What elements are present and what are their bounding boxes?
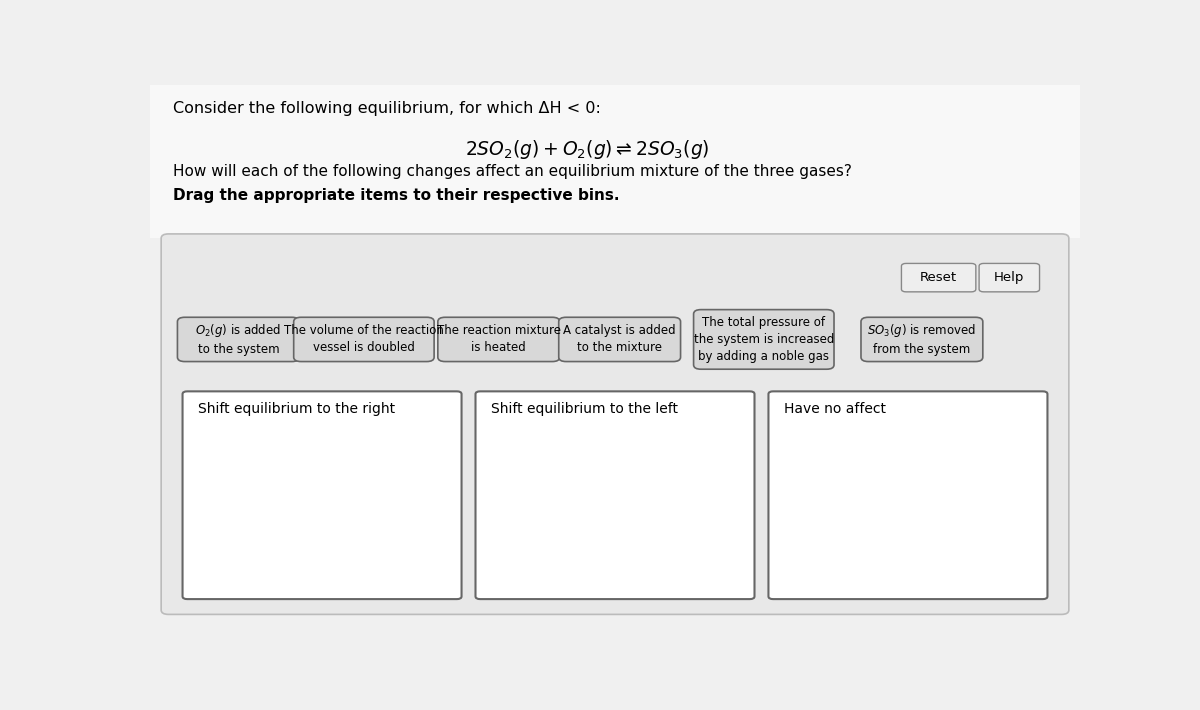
Text: The reaction mixture
is heated: The reaction mixture is heated: [437, 324, 560, 354]
Text: The volume of the reaction
vessel is doubled: The volume of the reaction vessel is dou…: [284, 324, 444, 354]
FancyBboxPatch shape: [294, 317, 434, 361]
FancyBboxPatch shape: [178, 317, 299, 361]
FancyBboxPatch shape: [182, 391, 462, 599]
Text: Have no affect: Have no affect: [785, 403, 887, 416]
FancyBboxPatch shape: [161, 234, 1069, 614]
FancyBboxPatch shape: [860, 317, 983, 361]
Text: Consider the following equilibrium, for which ΔH < 0:: Consider the following equilibrium, for …: [173, 101, 601, 116]
Text: Drag the appropriate items to their respective bins.: Drag the appropriate items to their resp…: [173, 188, 619, 203]
FancyBboxPatch shape: [901, 263, 976, 292]
Text: $O_2(g)$ is added
to the system: $O_2(g)$ is added to the system: [196, 322, 281, 356]
FancyBboxPatch shape: [979, 263, 1039, 292]
FancyBboxPatch shape: [438, 317, 559, 361]
FancyBboxPatch shape: [694, 310, 834, 369]
Text: Shift equilibrium to the right: Shift equilibrium to the right: [198, 403, 396, 416]
Text: Help: Help: [994, 271, 1025, 284]
Text: Reset: Reset: [920, 271, 958, 284]
FancyBboxPatch shape: [559, 317, 680, 361]
Text: $2SO_2(g) + O_2(g) \rightleftharpoons 2SO_3(g)$: $2SO_2(g) + O_2(g) \rightleftharpoons 2S…: [464, 138, 709, 161]
FancyBboxPatch shape: [768, 391, 1048, 599]
Text: The total pressure of
the system is increased
by adding a noble gas: The total pressure of the system is incr…: [694, 316, 834, 363]
Text: Shift equilibrium to the left: Shift equilibrium to the left: [491, 403, 678, 416]
Text: How will each of the following changes affect an equilibrium mixture of the thre: How will each of the following changes a…: [173, 165, 852, 180]
Text: $SO_3(g)$ is removed
from the system: $SO_3(g)$ is removed from the system: [868, 322, 977, 356]
Text: A catalyst is added
to the mixture: A catalyst is added to the mixture: [563, 324, 676, 354]
FancyBboxPatch shape: [150, 85, 1080, 239]
FancyBboxPatch shape: [475, 391, 755, 599]
